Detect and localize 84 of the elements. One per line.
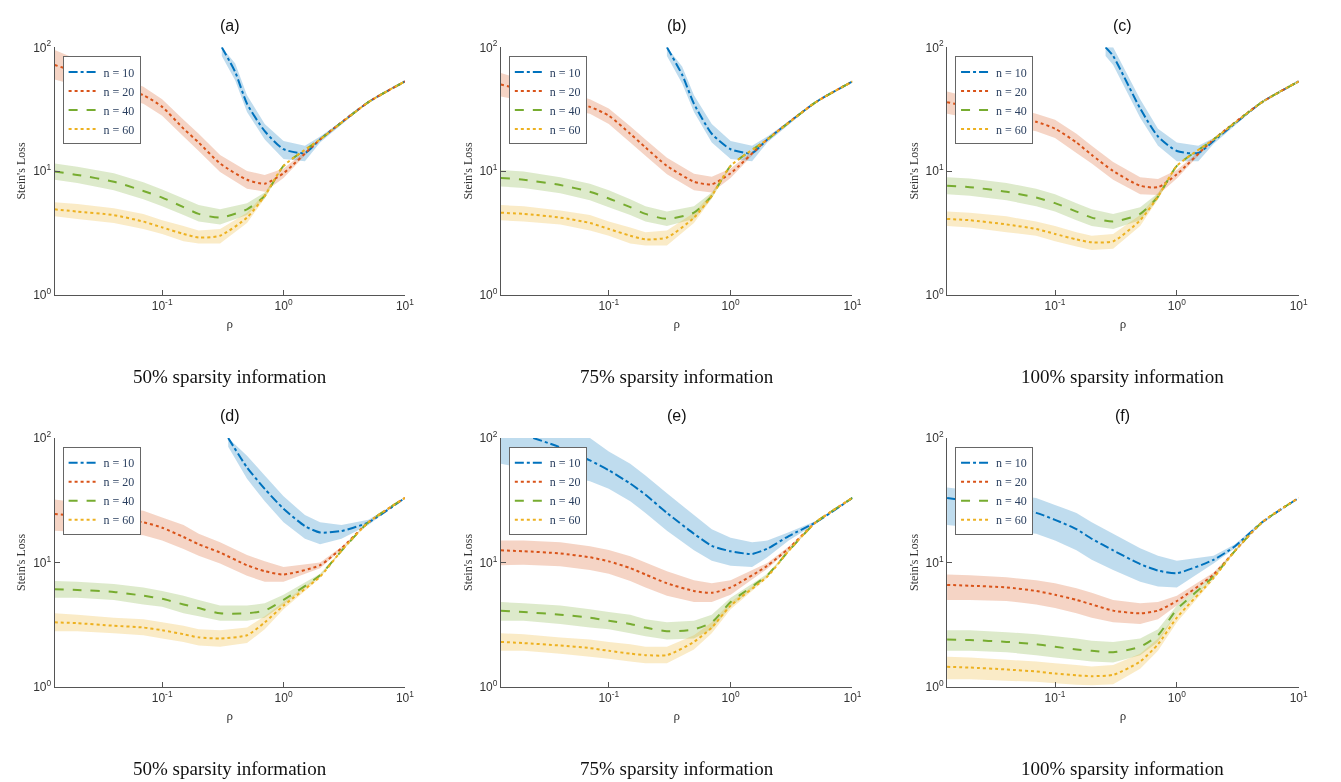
x-tick-label: 10$^{1}$ — [395, 689, 415, 706]
y-tick-label: 10$^{2}$ — [479, 38, 498, 55]
legend-label: n = 20 — [549, 84, 581, 99]
x-tick-label: 10$^{1}$ — [1289, 689, 1309, 706]
x-axis-title: ρ — [1119, 707, 1127, 723]
legend-label: n = 40 — [996, 103, 1027, 118]
text: 50% sparsity information — [133, 366, 327, 387]
x-axis-title: ρ — [673, 707, 680, 723]
legend-label: n = 40 — [103, 103, 135, 118]
legend-label: n = 20 — [103, 84, 135, 99]
text: 75% sparsity information — [580, 366, 774, 387]
x-tick-label: 10$^{-1}$ — [151, 689, 173, 706]
chart-title: (a) — [220, 17, 240, 34]
x-tick-label: 10$^{-1}$ — [1044, 689, 1066, 706]
x-tick-label: 10$^{-1}$ — [598, 297, 620, 314]
legend-label: n = 40 — [103, 494, 135, 509]
legend-label: n = 10 — [103, 456, 135, 471]
y-tick-label: 10$^{0}$ — [479, 285, 498, 302]
y-tick-label: 10$^{1}$ — [925, 162, 944, 179]
x-tick-label: 10$^{1}$ — [843, 297, 862, 314]
x-tick-label: 10$^{0}$ — [721, 689, 740, 706]
y-axis-title: Stein's Loss — [460, 533, 475, 592]
legend-label: n = 20 — [996, 84, 1027, 99]
y-axis-title: Stein's Loss — [14, 533, 29, 592]
chart-title: (d) — [220, 407, 240, 424]
y-tick-label: 10$^{2}$ — [925, 429, 944, 446]
y-tick-label: 10$^{1}$ — [925, 553, 944, 570]
legend-label: n = 10 — [549, 456, 581, 471]
y-tick-label: 10$^{2}$ — [33, 429, 52, 446]
x-tick-label: 10$^{1}$ — [1289, 297, 1309, 314]
text: 100% sparsity information — [1021, 366, 1225, 387]
y-tick-label: 10$^{1}$ — [33, 553, 52, 570]
legend-label: n = 40 — [996, 494, 1027, 509]
chart-title: (c) — [1113, 17, 1132, 34]
x-tick-label: 10$^{0}$ — [1167, 297, 1187, 314]
y-axis-title: Stein's Loss — [460, 142, 475, 200]
x-tick-label: 10$^{0}$ — [1167, 689, 1187, 706]
legend-label: n = 10 — [996, 65, 1027, 80]
legend-label: n = 40 — [549, 494, 581, 509]
legend-label: n = 60 — [103, 513, 135, 528]
chart-title: (f) — [1115, 407, 1131, 424]
text: 50% sparsity information — [133, 758, 327, 779]
legend-label: n = 10 — [103, 65, 135, 80]
y-tick-label: 10$^{2}$ — [925, 38, 944, 55]
chart-title: (b) — [667, 17, 687, 34]
text: 75% sparsity information — [580, 758, 774, 779]
x-tick-label: 10$^{-1}$ — [1044, 297, 1066, 314]
x-tick-label: 10$^{0}$ — [274, 297, 293, 314]
y-tick-label: 10$^{0}$ — [33, 678, 52, 695]
y-tick-label: 10$^{0}$ — [925, 285, 944, 302]
x-tick-label: 10$^{0}$ — [721, 297, 740, 314]
legend-label: n = 60 — [549, 513, 581, 528]
x-tick-label: 10$^{1}$ — [395, 297, 415, 314]
x-axis-title: ρ — [226, 707, 234, 723]
y-tick-label: 10$^{2}$ — [479, 429, 498, 446]
y-tick-label: 10$^{0}$ — [33, 285, 52, 302]
chart-title: (e) — [667, 407, 687, 424]
y-axis-title: Stein's Loss — [906, 142, 921, 200]
y-tick-label: 10$^{0}$ — [479, 678, 498, 695]
legend-label: n = 60 — [549, 122, 581, 137]
legend-label: n = 60 — [103, 122, 135, 137]
y-axis-title: Stein's Loss — [14, 142, 29, 200]
y-tick-label: 10$^{2}$ — [33, 38, 52, 55]
x-tick-label: 10$^{-1}$ — [598, 689, 620, 706]
x-tick-label: 10$^{-1}$ — [151, 297, 173, 314]
y-tick-label: 10$^{0}$ — [925, 678, 944, 695]
legend-label: n = 10 — [996, 456, 1027, 471]
y-tick-label: 10$^{1}$ — [479, 553, 498, 570]
x-axis-title: ρ — [1119, 315, 1127, 331]
legend-label: n = 10 — [549, 65, 581, 80]
legend-label: n = 20 — [103, 475, 135, 490]
x-tick-label: 10$^{1}$ — [843, 689, 862, 706]
legend-label: n = 20 — [996, 475, 1027, 490]
x-axis-title: ρ — [226, 315, 234, 331]
legend-label: n = 20 — [549, 475, 581, 490]
y-tick-label: 10$^{1}$ — [479, 162, 498, 179]
text: 100% sparsity information — [1021, 758, 1225, 779]
y-tick-label: 10$^{1}$ — [33, 162, 52, 179]
legend-label: n = 60 — [996, 513, 1027, 528]
x-tick-label: 10$^{0}$ — [274, 689, 293, 706]
legend-label: n = 40 — [549, 103, 581, 118]
x-axis-title: ρ — [673, 315, 680, 331]
y-axis-title: Stein's Loss — [906, 533, 921, 592]
legend-label: n = 60 — [996, 122, 1027, 137]
